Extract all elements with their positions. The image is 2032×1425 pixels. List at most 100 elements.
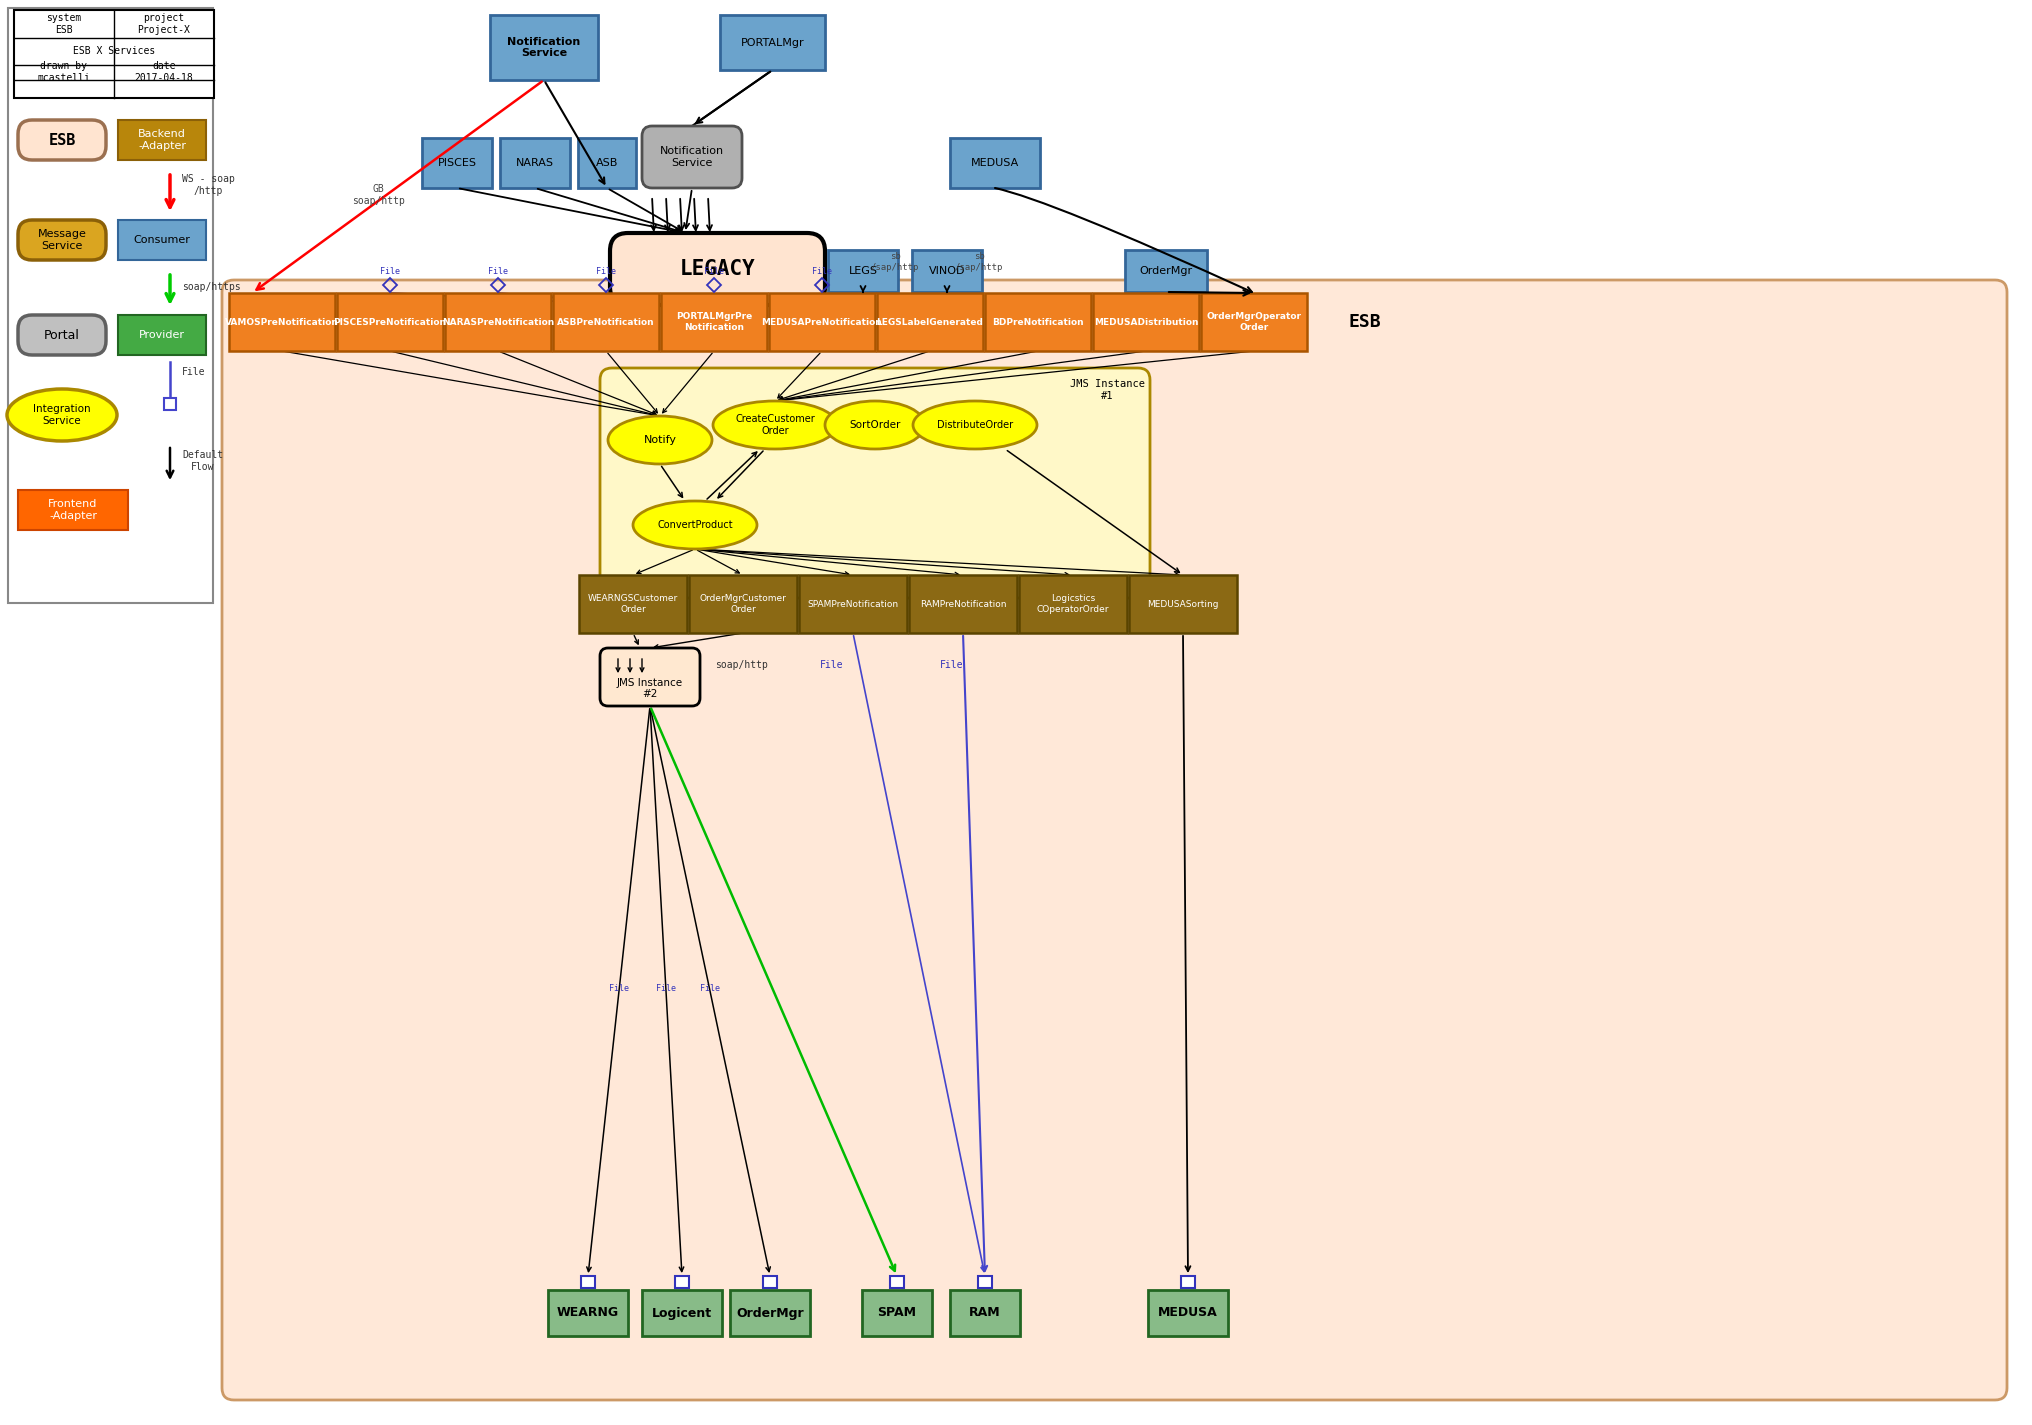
Text: ESB: ESB xyxy=(49,133,75,148)
Bar xyxy=(949,138,1040,188)
Text: PORTALMgrPre
Notification: PORTALMgrPre Notification xyxy=(675,312,752,332)
Bar xyxy=(14,10,213,98)
Bar xyxy=(890,1275,904,1288)
Text: JMS Instance
#1: JMS Instance #1 xyxy=(1069,379,1144,400)
Text: RAMPreNotification: RAMPreNotification xyxy=(918,600,1006,608)
Text: PISCESPreNotification: PISCESPreNotification xyxy=(333,318,447,326)
Bar xyxy=(337,294,443,351)
Text: WEARNG: WEARNG xyxy=(557,1307,620,1320)
Text: WEARNGSCustomer
Order: WEARNGSCustomer Order xyxy=(587,594,679,614)
Text: File: File xyxy=(595,266,616,275)
FancyBboxPatch shape xyxy=(642,125,742,188)
Bar xyxy=(912,249,981,292)
Bar xyxy=(949,1290,1020,1337)
Text: soap/https: soap/https xyxy=(183,282,240,292)
Text: NARASPreNotification: NARASPreNotification xyxy=(441,318,555,326)
Ellipse shape xyxy=(825,400,925,449)
Text: Consumer: Consumer xyxy=(134,235,191,245)
Text: NARAS: NARAS xyxy=(516,158,555,168)
FancyBboxPatch shape xyxy=(18,315,106,355)
Bar xyxy=(768,294,874,351)
Text: Backend
-Adapter: Backend -Adapter xyxy=(138,130,185,151)
Ellipse shape xyxy=(6,389,118,440)
Text: Portal: Portal xyxy=(45,329,79,342)
Text: ESB: ESB xyxy=(1347,314,1380,331)
Text: SPAM: SPAM xyxy=(878,1307,916,1320)
Bar xyxy=(490,16,597,80)
Bar xyxy=(1124,249,1207,292)
Bar xyxy=(423,138,492,188)
Text: File: File xyxy=(811,266,831,275)
Text: MEDUSASorting: MEDUSASorting xyxy=(1146,600,1217,608)
Text: ESB X Services: ESB X Services xyxy=(73,46,154,56)
Text: ConvertProduct: ConvertProduct xyxy=(656,520,732,530)
Text: ASBPreNotification: ASBPreNotification xyxy=(557,318,654,326)
Text: Integration
Service: Integration Service xyxy=(33,405,91,426)
Text: File: File xyxy=(488,266,508,275)
Bar xyxy=(689,576,797,633)
Text: soap/http: soap/http xyxy=(715,660,768,670)
Text: project
Project-X: project Project-X xyxy=(138,13,191,34)
Bar xyxy=(1093,294,1199,351)
Text: MEDUSA: MEDUSA xyxy=(1158,1307,1217,1320)
Bar xyxy=(165,398,177,410)
Bar xyxy=(827,249,898,292)
Text: CreateCustomer
Order: CreateCustomer Order xyxy=(736,415,815,436)
Text: SPAMPreNotification: SPAMPreNotification xyxy=(807,600,898,608)
Bar xyxy=(876,294,983,351)
Text: BDPreNotification: BDPreNotification xyxy=(992,318,1083,326)
Text: File: File xyxy=(819,660,843,670)
Text: OrderMgr: OrderMgr xyxy=(736,1307,803,1320)
Text: sb
/sap/http: sb /sap/http xyxy=(955,252,1004,272)
Text: PORTALMgr: PORTALMgr xyxy=(740,37,805,47)
Bar xyxy=(8,9,213,603)
Text: Notification
Service: Notification Service xyxy=(660,147,723,168)
Bar xyxy=(118,315,205,355)
Bar xyxy=(762,1275,776,1288)
Text: Logicent: Logicent xyxy=(652,1307,711,1320)
Bar xyxy=(118,219,205,259)
Text: File: File xyxy=(656,983,677,992)
FancyBboxPatch shape xyxy=(599,368,1150,598)
FancyBboxPatch shape xyxy=(18,120,106,160)
FancyBboxPatch shape xyxy=(610,234,825,305)
Text: MEDUSAPreNotification: MEDUSAPreNotification xyxy=(762,318,882,326)
Bar xyxy=(977,1275,992,1288)
Text: OrderMgrOperator
Order: OrderMgrOperator Order xyxy=(1205,312,1300,332)
Text: MEDUSA: MEDUSA xyxy=(971,158,1018,168)
Text: RAM: RAM xyxy=(969,1307,1000,1320)
Bar xyxy=(581,1275,595,1288)
Bar xyxy=(986,294,1091,351)
Bar xyxy=(642,1290,721,1337)
Text: File: File xyxy=(380,266,400,275)
FancyBboxPatch shape xyxy=(221,279,2006,1399)
Text: VAMOSPreNotification: VAMOSPreNotification xyxy=(226,318,339,326)
Ellipse shape xyxy=(632,502,756,549)
Bar xyxy=(1128,576,1235,633)
Text: Default
Flow: Default Flow xyxy=(183,450,224,472)
Bar xyxy=(1201,294,1307,351)
Ellipse shape xyxy=(713,400,837,449)
Text: Message
Service: Message Service xyxy=(37,229,87,251)
Text: Notification
Service: Notification Service xyxy=(508,37,581,58)
Text: LEGSLabelGenerated: LEGSLabelGenerated xyxy=(876,318,983,326)
Text: SortOrder: SortOrder xyxy=(849,420,900,430)
Text: MEDUSADistribution: MEDUSADistribution xyxy=(1093,318,1197,326)
Text: sb
/sap/http: sb /sap/http xyxy=(870,252,918,272)
Bar xyxy=(579,576,687,633)
Bar xyxy=(549,1290,628,1337)
Text: drawn by
mcastelli: drawn by mcastelli xyxy=(37,61,89,83)
Text: system
ESB: system ESB xyxy=(47,13,81,34)
Text: LEGS: LEGS xyxy=(847,266,878,276)
Bar xyxy=(729,1290,809,1337)
Ellipse shape xyxy=(608,416,711,465)
Text: JMS Instance
#2: JMS Instance #2 xyxy=(616,678,683,700)
Text: DistributeOrder: DistributeOrder xyxy=(937,420,1012,430)
Bar xyxy=(1148,1290,1227,1337)
Text: Provider: Provider xyxy=(138,331,185,341)
Text: date
2017-04-18: date 2017-04-18 xyxy=(134,61,193,83)
Text: PISCES: PISCES xyxy=(437,158,475,168)
Bar xyxy=(908,576,1016,633)
Text: WS - soap
/http: WS - soap /http xyxy=(183,174,236,195)
Text: Notify: Notify xyxy=(644,435,677,445)
